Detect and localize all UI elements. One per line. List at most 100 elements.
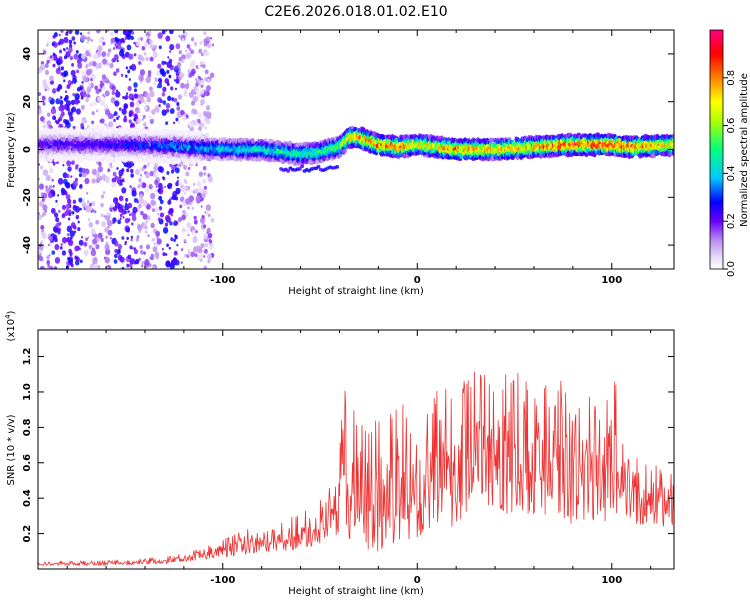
spectrogram-cell	[102, 93, 105, 97]
spectrogram-cell	[193, 215, 197, 220]
spectrogram-cell	[68, 212, 72, 217]
spectrogram-cell	[139, 167, 143, 172]
spectrogram-cell	[46, 44, 49, 47]
spectrogram-cell	[41, 232, 47, 240]
spectrogram-cell	[137, 37, 141, 41]
spectrogram-cell	[177, 121, 181, 125]
spectrogram-cell	[95, 244, 100, 250]
spectrogram-cell	[138, 257, 141, 261]
spectrogram-cell	[180, 248, 184, 252]
spectrogram-cell	[142, 122, 147, 127]
spectrogram-cell	[150, 222, 155, 229]
spectrogram-cell	[137, 224, 143, 232]
spectrogram-cell	[111, 85, 116, 91]
spectrogram-cell	[44, 209, 47, 213]
spectrogram-cell	[140, 211, 144, 216]
spectrogram-cell	[63, 70, 69, 77]
spectrogram-cell	[109, 236, 112, 240]
spectrogram-cell	[97, 45, 103, 52]
spectrogram-cell	[175, 187, 181, 195]
spectrogram-cell	[138, 197, 144, 204]
spectrogram-cell	[98, 37, 104, 44]
spectrogram-cell	[206, 42, 212, 49]
spectrogram-cell	[114, 253, 118, 259]
spectrogram-cell	[181, 163, 184, 167]
spectrogram-cell	[166, 243, 170, 248]
spectrogram-cell	[170, 86, 174, 91]
spectrogram-cell	[104, 243, 110, 251]
spectrogram-cell	[152, 171, 158, 178]
spectrogram-cell	[167, 184, 171, 189]
spectrogram-cell	[108, 121, 114, 128]
spectrogram-cell	[86, 85, 92, 92]
spectrogram-cell	[109, 162, 113, 166]
spectrogram-cell	[195, 195, 201, 203]
spectrogram-cell	[119, 179, 123, 183]
spectrogram-cell	[105, 214, 110, 221]
spectrogram-cell	[140, 56, 145, 62]
spectrogram-cell	[48, 184, 53, 190]
spectrogram-cell	[58, 133, 63, 139]
spectrogram-cell	[166, 69, 170, 74]
spectrogram-cell	[44, 69, 50, 76]
spectrogram-cell	[46, 112, 51, 117]
spectrogram-cell	[106, 212, 110, 217]
spectrogram-cell	[141, 264, 144, 268]
spectrogram-cell	[59, 49, 63, 54]
spectrogram-cell	[38, 67, 42, 74]
spectrogram-cell	[171, 169, 175, 174]
spectrogram-cell	[88, 49, 92, 53]
spectrogram-cell	[157, 63, 162, 69]
spectrogram-cell	[170, 237, 174, 242]
spectrogram-cell	[190, 37, 195, 42]
spectrogram-cell	[74, 165, 79, 170]
spectrogram-cell	[57, 98, 61, 103]
spectrogram-cell	[63, 103, 70, 111]
spectrogram-cell	[100, 99, 106, 107]
spectrogram-cell	[105, 176, 111, 183]
spectrogram-cell	[200, 61, 203, 65]
spectrogram-cell	[205, 69, 209, 75]
spectrogram-cell	[205, 204, 212, 212]
spectrogram-cell	[132, 163, 135, 166]
spectrogram-cell	[80, 34, 86, 42]
spectrogram-cell	[184, 180, 188, 185]
spectrogram-cell	[185, 52, 191, 60]
spectrogram-cell	[202, 165, 207, 171]
spectrogram-cell	[174, 234, 177, 238]
spectrogram-cell	[38, 177, 41, 181]
spectrogram-cell	[127, 210, 131, 213]
spectrogram-cell	[59, 38, 64, 45]
spectrogram-cell	[176, 243, 179, 247]
spectrogram-cell	[38, 157, 43, 162]
spectrogram-cell	[118, 169, 124, 177]
spectrogram-cell	[95, 30, 101, 34]
spectrogram-cell	[139, 182, 142, 186]
spectrogram-cell	[191, 206, 195, 210]
spectrogram-cell	[42, 120, 46, 124]
spectrogram-cell	[191, 229, 196, 236]
spectrogram-cell	[45, 174, 51, 182]
spectrogram-cell	[197, 202, 200, 206]
spectrogram-cell	[201, 52, 204, 57]
spectrogram-cell	[87, 236, 90, 239]
spectrogram-cell	[205, 111, 211, 118]
spectrogram-cell	[158, 45, 162, 50]
spectrogram-cells	[38, 30, 674, 269]
spectrogram-cell	[81, 236, 84, 239]
spectrogram-cell	[142, 114, 146, 119]
spectrogram-cell	[60, 66, 64, 71]
spectrogram-cell	[201, 215, 205, 219]
spectrogram-cell	[152, 47, 156, 52]
spectrogram-cell	[191, 68, 196, 75]
spectrogram-cell	[128, 53, 134, 60]
spectrogram-cell	[176, 101, 180, 106]
spectrogram-cell	[46, 255, 50, 260]
spectrogram-cell	[51, 178, 54, 182]
spectrogram-cell	[81, 81, 84, 84]
spectrogram-cell	[102, 191, 106, 194]
spectrogram-cell	[145, 203, 151, 210]
spectrogram-cell	[130, 168, 134, 174]
spectrogram-cell	[102, 85, 106, 91]
spectrogram-cell	[155, 255, 159, 260]
